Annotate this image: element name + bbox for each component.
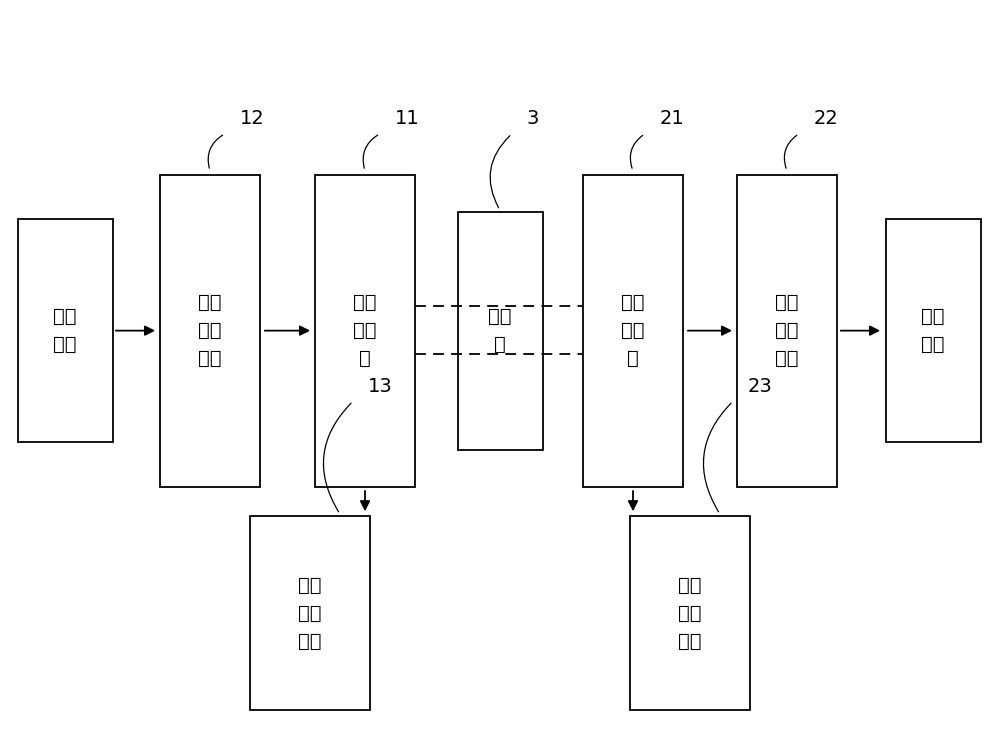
Text: 输入
端口: 输入 端口 <box>53 307 77 354</box>
Text: 21: 21 <box>660 109 685 129</box>
Text: 12: 12 <box>240 109 265 129</box>
Bar <box>737 175 837 487</box>
Bar <box>886 219 981 442</box>
Text: 11: 11 <box>395 109 420 129</box>
Text: 二号
电容
单元: 二号 电容 单元 <box>678 576 702 650</box>
Bar <box>160 175 260 487</box>
Text: 一号
电容
单元: 一号 电容 单元 <box>298 576 322 650</box>
Text: 3: 3 <box>527 109 539 129</box>
Bar <box>18 219 112 442</box>
Text: 二号
谐振
腔: 二号 谐振 腔 <box>621 293 645 368</box>
Text: 23: 23 <box>748 377 773 396</box>
Text: 一号
谐振
电感: 一号 谐振 电感 <box>198 293 222 368</box>
Text: 22: 22 <box>814 109 839 129</box>
Text: 一号
谐振
腔: 一号 谐振 腔 <box>353 293 377 368</box>
Bar <box>458 212 542 450</box>
Text: 输出
端口: 输出 端口 <box>921 307 945 354</box>
Bar <box>583 175 683 487</box>
Text: 耦合
窗: 耦合 窗 <box>488 307 512 354</box>
Bar <box>250 516 370 710</box>
Text: 二号
谐振
电感: 二号 谐振 电感 <box>775 293 799 368</box>
Bar <box>315 175 415 487</box>
Bar <box>630 516 750 710</box>
Text: 13: 13 <box>368 377 393 396</box>
